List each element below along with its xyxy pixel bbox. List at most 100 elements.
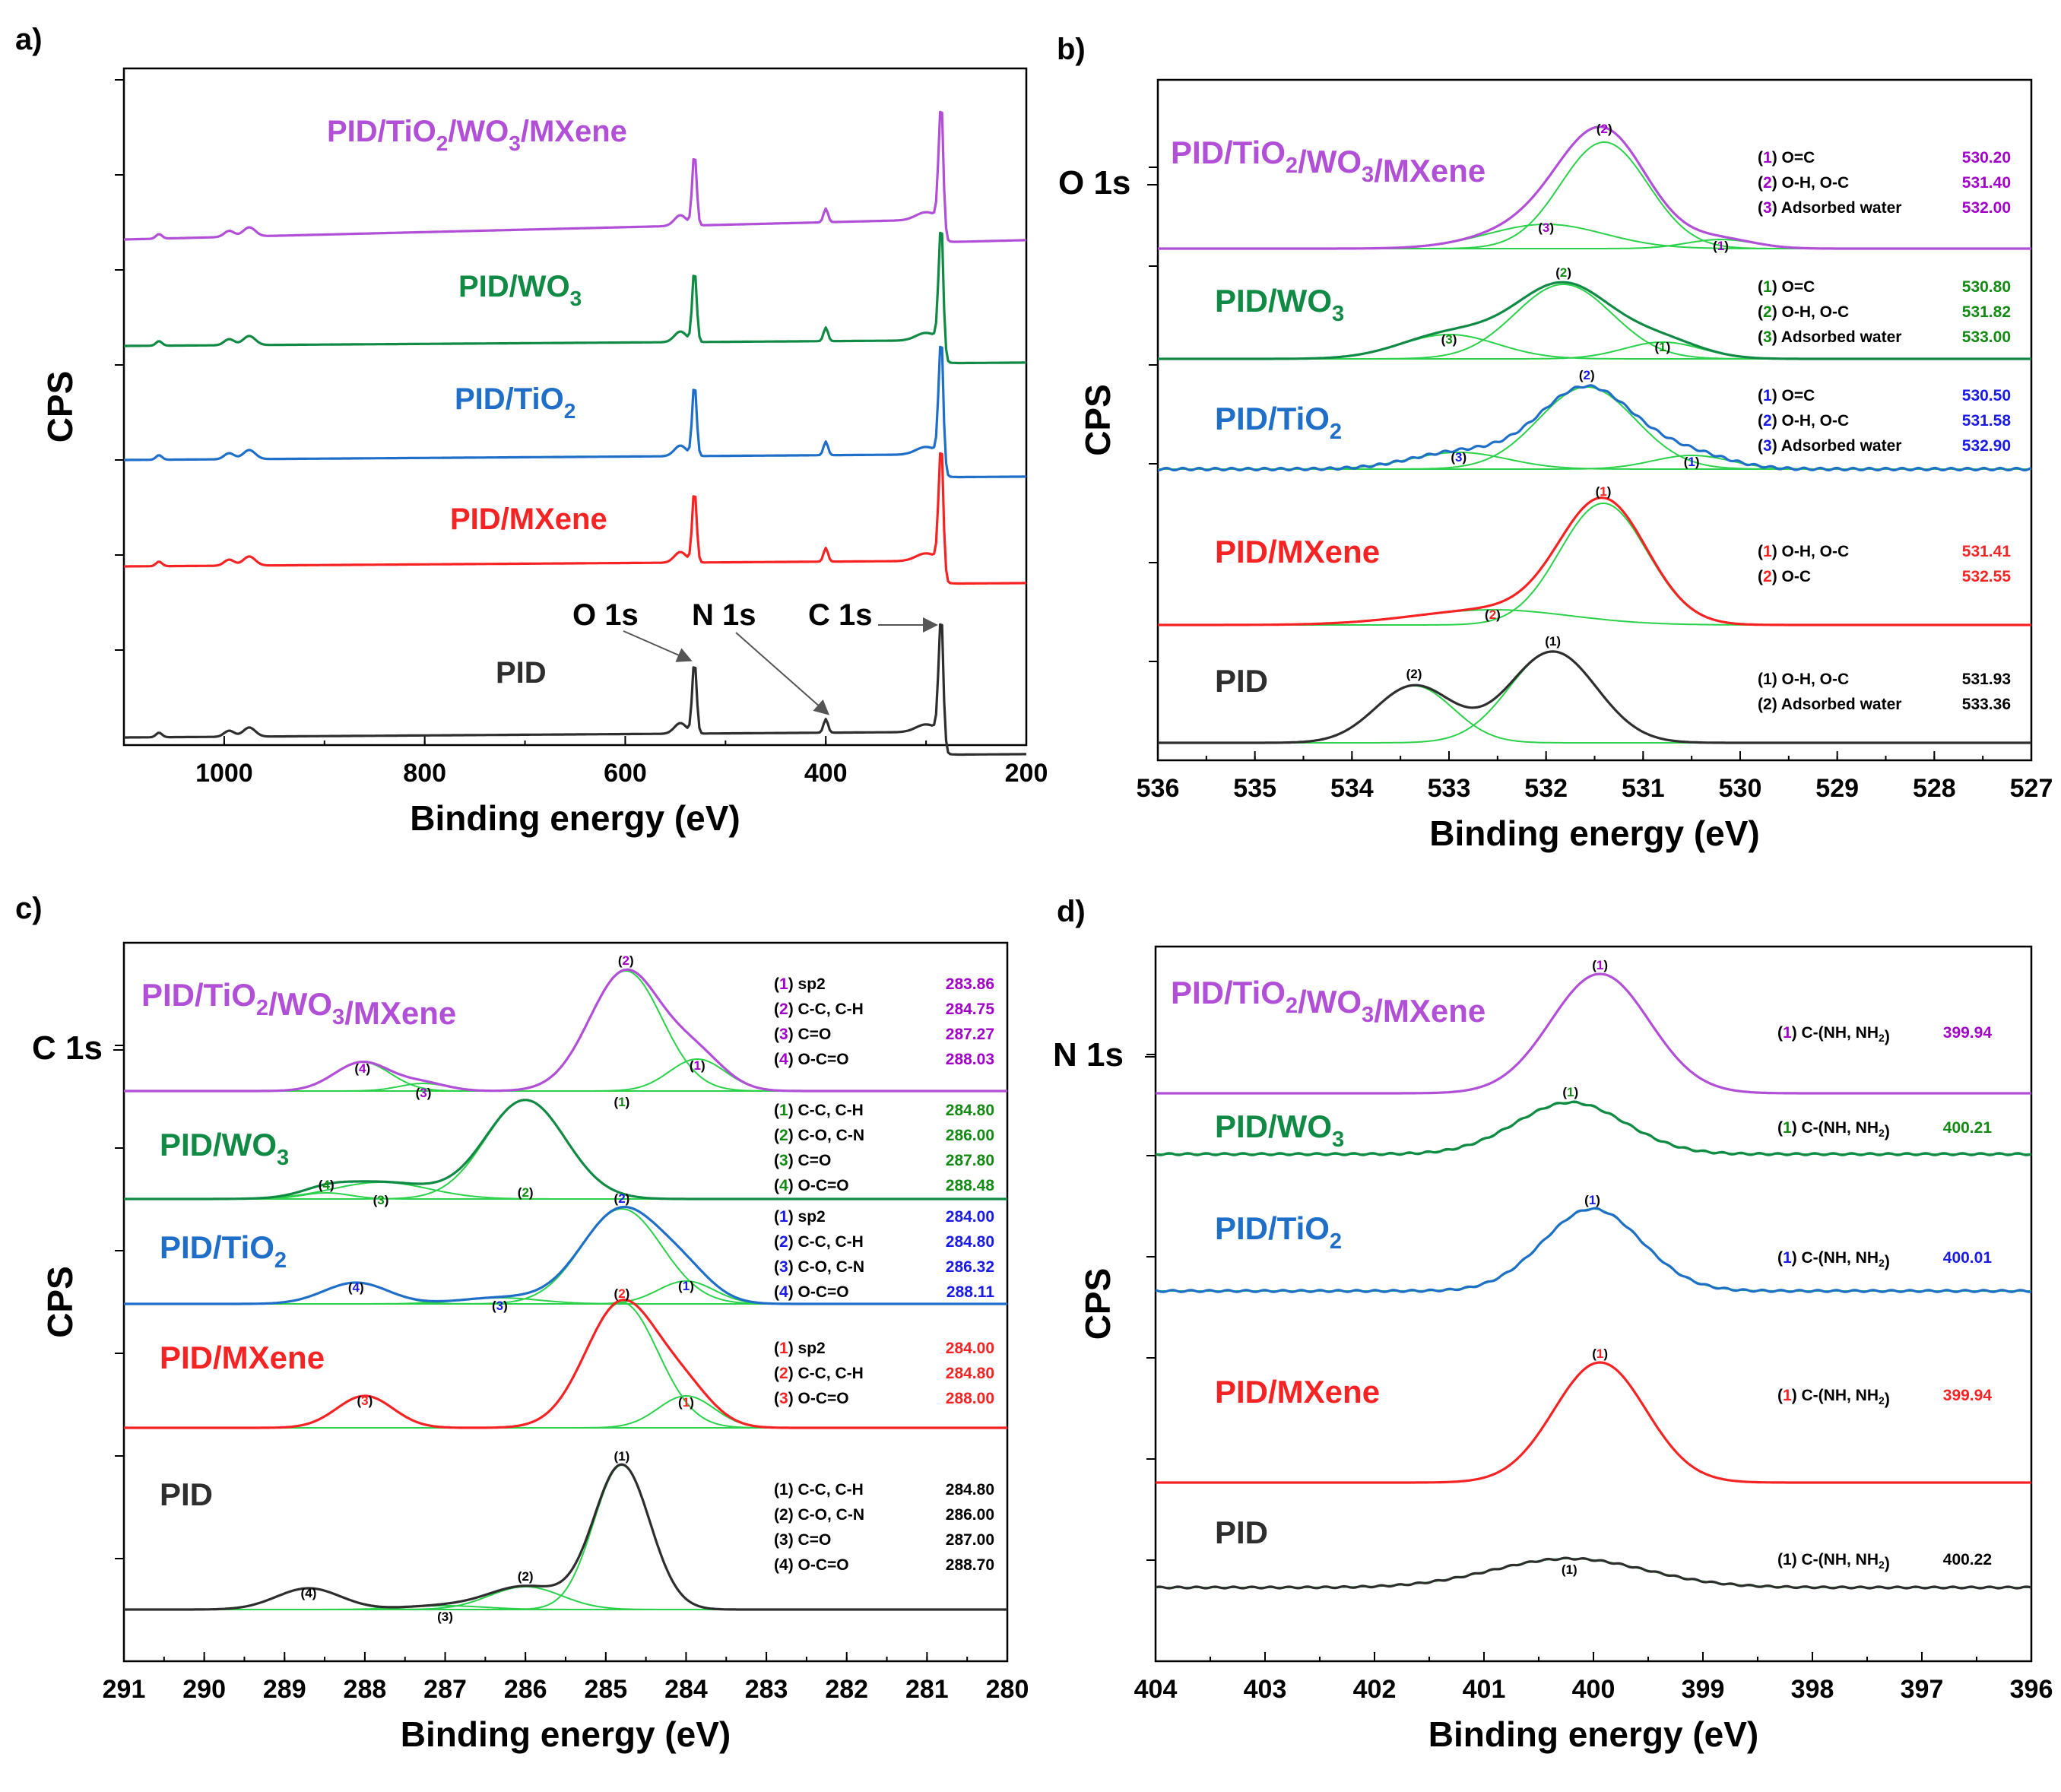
sample-label: PID/TiO2 <box>1215 401 1342 444</box>
x-tick-label: 290 <box>182 1675 226 1704</box>
legend-value: 284.00 <box>946 1340 994 1357</box>
envelope-curve <box>1158 650 2031 744</box>
envelope-curve <box>1155 1100 2032 1156</box>
x-axis-title: Binding energy (eV) <box>410 798 740 838</box>
panel-label: a) <box>15 23 43 56</box>
x-tick-label: 530 <box>1719 774 1762 803</box>
legend-value: 284.80 <box>946 1365 994 1382</box>
x-tick-label: 400 <box>804 759 848 788</box>
component-number: (1) <box>614 1095 630 1109</box>
component-number: (3) <box>416 1086 432 1100</box>
legend-value: 288.70 <box>946 1556 994 1574</box>
legend-entry: (3) Adsorbed water <box>1758 437 1901 455</box>
sample-label: PID <box>160 1476 213 1512</box>
envelope-curve <box>1158 496 2031 626</box>
y-axis-title: CPS <box>1078 384 1118 456</box>
sample-label: PID/TiO2/WO3/MXene <box>1171 135 1486 189</box>
peak-annotation: C 1s <box>808 598 873 632</box>
panel-a: a) 1000 800 600 400 200 Binding energy (eV) CPS… <box>15 23 1048 838</box>
legend-value: 530.80 <box>1962 278 2011 296</box>
legend-entry: (4) O-C=O <box>774 1177 849 1194</box>
sample-label: PID/WO3 <box>1215 1109 1344 1152</box>
component-number: (1) <box>1654 340 1670 354</box>
component-number: (1) <box>678 1279 694 1293</box>
component-number: (2) <box>518 1185 534 1200</box>
x-tick-label: 528 <box>1913 774 1956 803</box>
legend-entry: (4) O-C=O <box>774 1051 849 1068</box>
legend-value: 399.94 <box>1943 1024 1993 1042</box>
legend-entry: (2) O-H, O-C <box>1758 174 1849 192</box>
component-number: (4) <box>319 1178 335 1192</box>
component-number: (1) <box>1584 1193 1600 1207</box>
legend-value: 533.00 <box>1962 328 2011 346</box>
component-number: (2) <box>1406 667 1422 681</box>
legend-entry: (1) sp2 <box>774 975 826 993</box>
component-number: (3) <box>1538 220 1554 235</box>
component-curve <box>124 1280 1007 1305</box>
component-curve <box>124 1282 1007 1305</box>
component-number: (2) <box>1485 607 1501 622</box>
y-axis-title: CPS <box>1078 1268 1118 1340</box>
component-curve <box>124 1181 1007 1200</box>
component-number: (1) <box>678 1395 694 1410</box>
component-curve <box>124 1061 1007 1092</box>
legend-value: 531.40 <box>1962 174 2011 192</box>
legend-value: 288.03 <box>946 1051 994 1068</box>
x-tick-label: 286 <box>504 1675 547 1704</box>
component-number: (1) <box>690 1058 705 1073</box>
legend-value: 531.58 <box>1962 412 2012 430</box>
component-number: (3) <box>492 1299 508 1313</box>
legend-entry: (1) C-C, C-H <box>774 1102 864 1119</box>
x-tick-label: 283 <box>745 1675 788 1704</box>
envelope-curve <box>124 1099 1007 1200</box>
component-number: (3) <box>373 1193 389 1207</box>
component-number: (1) <box>1545 634 1561 649</box>
series-label: PID/WO3 <box>458 270 582 310</box>
x-tick-label: 285 <box>584 1675 627 1704</box>
envelope-curve <box>1158 125 2031 250</box>
panel-label: d) <box>1057 895 1086 928</box>
component-number: (3) <box>357 1394 373 1408</box>
legend-entry: (2) O-H, O-C <box>1758 303 1849 321</box>
x-tick-label: 536 <box>1137 774 1180 803</box>
x-tick-label: 403 <box>1244 1675 1287 1704</box>
component-number: (1) <box>1684 455 1700 469</box>
legend-entry: (1) C-(NH, NH2) <box>1777 1387 1890 1408</box>
legend-entry: (1) O-H, O-C <box>1758 671 1849 688</box>
x-tick-label: 401 <box>1463 1675 1506 1704</box>
x-tick-label: 399 <box>1682 1675 1725 1704</box>
sample-label: PID/MXene <box>1215 1374 1380 1410</box>
sample-label: PID/MXene <box>1215 534 1380 569</box>
x-tick-label: 281 <box>905 1675 949 1704</box>
component-curve <box>1156 1558 2031 1588</box>
sample-label: PID <box>1215 663 1268 699</box>
legend-entry: (3) Adsorbed water <box>1758 328 1901 346</box>
legend-entry: (1) C-(NH, NH2) <box>1777 1119 1890 1140</box>
x-tick-label: 533 <box>1428 774 1471 803</box>
x-tick-label: 396 <box>2010 1675 2053 1704</box>
panel-label: c) <box>15 892 43 925</box>
x-tick-label: 535 <box>1233 774 1276 803</box>
core-level-label: O 1s <box>1058 164 1130 201</box>
legend-value: 284.80 <box>946 1102 994 1119</box>
component-number: (4) <box>348 1280 364 1295</box>
sample-label: PID/WO3 <box>160 1127 289 1170</box>
annotation-arrow <box>735 632 829 715</box>
x-tick-label: 291 <box>103 1675 146 1704</box>
component-number: (1) <box>1562 1562 1577 1577</box>
x-tick-label: 282 <box>825 1675 868 1704</box>
legend-entry: (1) O-H, O-C <box>1758 543 1849 560</box>
component-curve <box>1158 685 2031 744</box>
component-number: (2) <box>518 1569 534 1584</box>
legend-value: 531.41 <box>1962 543 2012 560</box>
envelope-curve <box>1157 384 2032 472</box>
legend-value: 283.86 <box>946 975 994 993</box>
envelope-curve <box>1156 972 2031 1095</box>
legend-value: 533.36 <box>1962 696 2011 713</box>
panel-b: b) 536 535 534 533 532 531 530 529 528 527 Binding … <box>1057 33 2053 853</box>
x-tick-label: 280 <box>986 1675 1029 1704</box>
legend-value: 287.80 <box>946 1152 994 1169</box>
component-curve <box>124 1587 1007 1610</box>
legend-entry: (2) O-C <box>1758 568 1811 585</box>
series-label: PID/TiO2 <box>455 382 575 423</box>
